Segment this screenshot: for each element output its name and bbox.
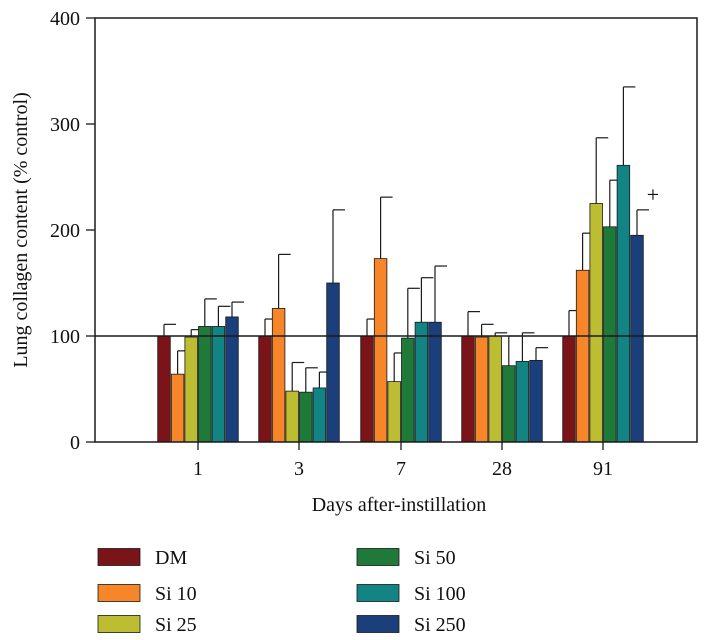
bar-si-100-day-7	[414, 321, 429, 443]
annotation-0: +	[647, 182, 659, 207]
axes: 0 100 200 300 400 1 3 7 28 91	[50, 8, 698, 480]
x-tick-label: 7	[396, 458, 406, 480]
y-tick-label: 0	[70, 432, 80, 454]
bar-si-25-day-1	[184, 336, 198, 443]
bar-si-50-day-7	[401, 337, 415, 443]
bar-si-250-day-28	[529, 359, 543, 443]
bar-si-25-day-3	[285, 390, 299, 443]
bar-si-50-day-91	[603, 226, 617, 443]
y-axis-label: Lung collagen content (% control)	[10, 92, 32, 367]
legend-swatch-si-25	[97, 615, 141, 633]
bar-dm-day-28	[461, 335, 475, 443]
legend-label-si-250: Si 250	[414, 614, 466, 636]
bar-dm-day-7	[360, 335, 374, 443]
x-tick-label: 1	[193, 458, 203, 480]
legend-swatch-si-250	[356, 615, 400, 633]
bar-si-10-day-28	[474, 336, 489, 443]
y-tick-label: 100	[50, 326, 80, 348]
bar-si-100-day-3	[312, 387, 327, 443]
x-axis-label: Days after-instillation	[312, 494, 487, 516]
legend-swatch-si-50	[356, 548, 400, 566]
legend-label-si-50: Si 50	[414, 547, 456, 569]
legend-swatch-dm	[97, 548, 141, 566]
legend-label-si-100: Si 100	[414, 583, 466, 605]
legend-swatch-si-100	[356, 584, 400, 602]
y-tick-label: 400	[50, 8, 80, 30]
bar-si-100-day-1	[211, 326, 226, 443]
bar-si-50-day-3	[299, 391, 313, 443]
bar-si-25-day-91	[589, 203, 603, 443]
legend-label-dm: DM	[155, 547, 187, 569]
legend-label-si-25: Si 25	[155, 614, 197, 636]
x-tick-label: 28	[492, 458, 512, 480]
y-tick-label: 300	[50, 114, 80, 136]
bar-si-100-day-28	[515, 361, 530, 443]
bar-si-10-day-3	[271, 308, 286, 443]
bar-si-250-day-7	[428, 321, 442, 443]
bar-si-50-day-28	[502, 365, 516, 443]
legend: DM Si 10 Si 25 Si 50 Si 100 Si 250	[97, 547, 466, 636]
bar-si-25-day-28	[488, 335, 502, 443]
bar-si-10-day-1	[170, 373, 185, 443]
bar-si-50-day-1	[198, 326, 212, 443]
bar-si-100-day-91	[616, 164, 631, 443]
bar-dm-day-3	[258, 335, 272, 443]
bar-si-10-day-91	[575, 269, 590, 443]
bar-si-250-day-91	[630, 234, 644, 443]
legend-swatch-si-10	[97, 584, 141, 602]
x-tick-label: 3	[294, 458, 304, 480]
x-tick-label: 91	[593, 458, 613, 480]
bar-si-25-day-7	[387, 381, 401, 443]
bar-dm-day-1	[157, 335, 171, 443]
bar-si-10-day-7	[373, 258, 388, 443]
bar-dm-day-91	[562, 335, 576, 443]
plot-area: +	[95, 86, 697, 443]
bar-si-250-day-3	[326, 282, 340, 443]
legend-label-si-10: Si 10	[155, 583, 197, 605]
y-tick-label: 200	[50, 220, 80, 242]
